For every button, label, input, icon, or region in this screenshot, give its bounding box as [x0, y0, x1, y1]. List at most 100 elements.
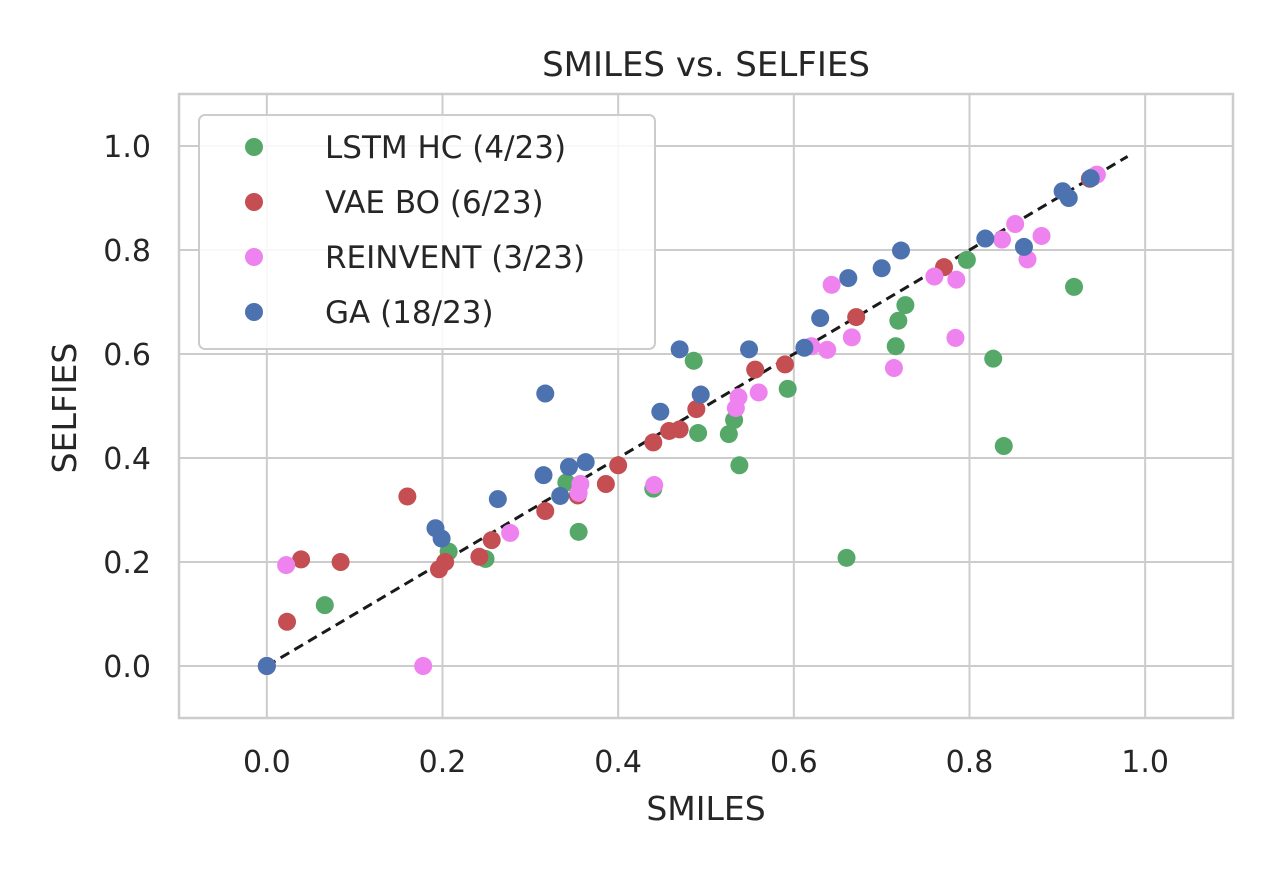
- data-point: [994, 437, 1013, 456]
- data-point: [778, 379, 797, 398]
- data-point: [576, 453, 595, 472]
- data-point: [436, 553, 455, 571]
- data-point: [976, 229, 995, 248]
- data-point: [689, 424, 708, 443]
- data-point: [729, 388, 748, 407]
- data-point: [691, 385, 710, 404]
- data-point: [670, 420, 689, 439]
- data-point: [925, 267, 944, 286]
- chart-title: SMILES vs. SELFIES: [542, 45, 870, 85]
- data-point: [896, 296, 915, 315]
- data-point: [684, 351, 703, 370]
- data-point: [946, 328, 965, 347]
- data-point: [1006, 215, 1025, 233]
- legend-label: VAE BO (6/23): [325, 185, 544, 221]
- data-point: [536, 384, 555, 403]
- data-point: [551, 486, 570, 505]
- x-tick-label: 0.2: [419, 745, 467, 780]
- data-point: [315, 596, 334, 615]
- legend-box: [198, 114, 656, 350]
- data-point: [488, 490, 507, 509]
- data-point: [470, 547, 489, 566]
- data-point: [1081, 169, 1100, 188]
- legend-marker: [245, 193, 263, 211]
- x-tick-label: 1.0: [1121, 745, 1169, 780]
- data-point: [839, 269, 858, 288]
- data-point: [670, 340, 689, 359]
- data-point: [1065, 277, 1084, 296]
- data-point: [609, 456, 628, 475]
- data-point: [719, 425, 738, 444]
- data-point: [984, 349, 1003, 368]
- data-point: [645, 476, 664, 495]
- x-tick-label: 0.4: [594, 745, 642, 780]
- x-tick-label: 0.6: [770, 745, 818, 780]
- x-axis-title: SMILES: [646, 789, 765, 828]
- y-tick-label: 0.2: [103, 546, 151, 581]
- data-point: [569, 522, 588, 541]
- data-point: [842, 328, 861, 347]
- x-tick-label: 0.0: [243, 745, 291, 780]
- data-point: [414, 657, 433, 675]
- y-tick-label: 0.4: [103, 442, 151, 477]
- y-tick-label: 0.6: [103, 338, 151, 373]
- data-point: [837, 548, 856, 567]
- tick-labels: 0.0 0.2 0.4 0.6 0.8 1.0 0.0 0.2 0.4 0.6 0.8 1.0: [103, 130, 1169, 780]
- data-point: [277, 556, 296, 575]
- y-tick-label: 0.0: [103, 650, 151, 685]
- data-point: [889, 311, 908, 330]
- y-tick-label: 0.8: [103, 234, 151, 269]
- legend-marker: [245, 248, 263, 266]
- data-point: [331, 553, 350, 571]
- data-point: [651, 402, 670, 421]
- data-point: [257, 657, 276, 675]
- data-point: [884, 359, 903, 378]
- data-point: [730, 456, 749, 475]
- data-point: [1059, 189, 1078, 207]
- data-point: [886, 337, 905, 356]
- x-tick-label: 0.8: [946, 745, 994, 780]
- data-point: [644, 433, 663, 452]
- data-point: [571, 475, 590, 493]
- data-point: [482, 531, 501, 550]
- data-point: [818, 340, 837, 359]
- data-point: [891, 241, 910, 260]
- data-point: [292, 550, 311, 569]
- data-point: [432, 529, 451, 548]
- data-point: [776, 355, 795, 374]
- data-point: [398, 487, 417, 506]
- legend: LSTM HC (4/23) VAE BO (6/23) REINVENT (3/2…: [198, 114, 656, 350]
- legend-marker: [245, 138, 263, 156]
- data-point: [687, 400, 706, 419]
- y-tick-label: 1.0: [103, 130, 151, 165]
- data-point: [1032, 226, 1051, 245]
- data-point: [847, 308, 866, 327]
- data-point: [822, 275, 841, 294]
- data-point: [992, 230, 1011, 249]
- y-axis-title: SELFIES: [45, 343, 84, 474]
- plot-frame: [177, 92, 1235, 720]
- data-point: [557, 473, 576, 492]
- data-point: [872, 259, 891, 278]
- data-point: [501, 523, 520, 542]
- data-point: [1014, 237, 1033, 256]
- data-point: [740, 340, 759, 359]
- data-point: [811, 309, 830, 328]
- legend-label: REINVENT (3/23): [325, 240, 585, 276]
- data-point: [749, 383, 768, 402]
- legend-label: GA (18/23): [325, 295, 494, 331]
- data-point: [746, 360, 765, 379]
- data-point: [534, 466, 553, 485]
- legend-marker: [245, 303, 263, 321]
- data-point: [795, 338, 814, 357]
- data-point: [957, 250, 976, 269]
- legend-label: LSTM HC (4/23): [325, 130, 566, 166]
- data-point: [278, 612, 297, 631]
- data-point: [536, 502, 555, 521]
- points-layer: [257, 165, 1106, 675]
- series-3: [257, 169, 1100, 675]
- data-point: [947, 270, 966, 289]
- data-point: [559, 457, 578, 476]
- data-point: [596, 475, 615, 493]
